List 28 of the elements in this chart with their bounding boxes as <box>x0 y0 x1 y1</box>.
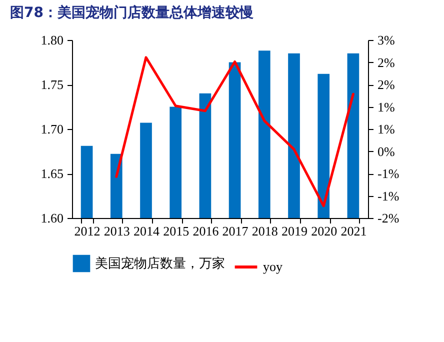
y2-tick-label: 1% <box>378 99 395 114</box>
x-tick-label: 2015 <box>163 224 190 238</box>
y2-tick-label: 1% <box>378 122 395 136</box>
x-tick-label: 2021 <box>340 224 367 238</box>
chart-title: 图78：美国宠物门店数量总体增速较慢 <box>10 4 254 21</box>
y2-tick-label: -1% <box>378 188 400 204</box>
y2-tick-label: -1% <box>378 166 400 181</box>
x-tick-label: 2014 <box>134 224 160 238</box>
y-tick-label: 1.60 <box>40 210 64 226</box>
y-tick-label: 1.65 <box>40 166 64 181</box>
y-tick-label: 1.70 <box>40 122 64 136</box>
x-tick-label: 2018 <box>252 224 278 238</box>
x-tick-label: 2020 <box>311 224 338 238</box>
legend-label: yoy <box>263 259 283 274</box>
x-tick-label: 2019 <box>282 224 308 238</box>
x-tick-label: 2012 <box>74 224 100 238</box>
y2-tick-label: 0% <box>378 144 395 159</box>
y2-tick-label: -2% <box>378 210 400 226</box>
y-tick-label: 1.75 <box>40 77 64 92</box>
y2-tick-label: 3% <box>378 32 395 48</box>
y-tick-label: 1.80 <box>40 32 64 48</box>
line-series <box>115 56 354 208</box>
legend-label: 美国宠物店数量，万家 <box>95 256 225 270</box>
y2-tick-label: 2% <box>378 77 395 92</box>
x-tick-label: 2017 <box>222 224 249 238</box>
y2-tick-label: 2% <box>378 54 395 70</box>
x-tick-label: 2013 <box>104 224 130 238</box>
x-tick-label: 2016 <box>192 224 220 238</box>
